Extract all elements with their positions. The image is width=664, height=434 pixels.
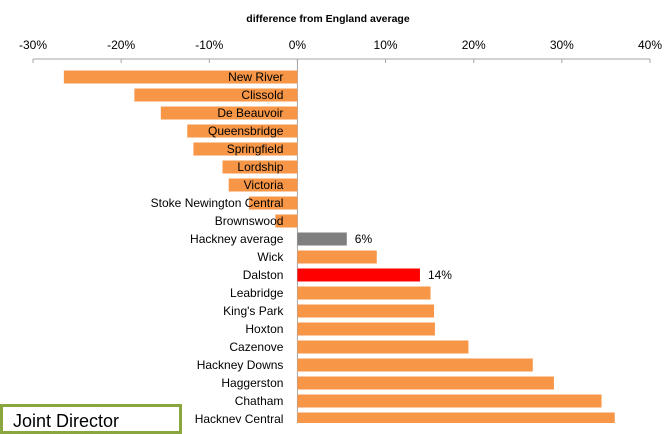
category-label: Queensbridge bbox=[208, 124, 284, 138]
callout-text: Joint Director bbox=[13, 411, 120, 431]
bar-stoke-newington-central bbox=[248, 196, 298, 210]
category-labels: New River Clissold De Beauvoir Queensbridge… bbox=[151, 70, 453, 423]
category-label: Brownswood bbox=[215, 214, 284, 228]
bar-hackney-average bbox=[297, 232, 347, 246]
x-tick-label: -20% bbox=[107, 38, 135, 52]
bar-queensbridge bbox=[187, 124, 298, 138]
bar-chatham bbox=[297, 394, 602, 408]
bar-de-beauvoir bbox=[160, 106, 298, 120]
x-tick-label: 30% bbox=[550, 38, 574, 52]
bar-chart: difference from England average -30% -20%… bbox=[19, 13, 662, 423]
bar-hackney-downs bbox=[297, 358, 533, 372]
bars bbox=[63, 70, 615, 423]
bar-lordship bbox=[222, 160, 298, 174]
category-label: Hoxton bbox=[245, 322, 283, 336]
category-label: Wick bbox=[257, 250, 284, 264]
category-label: Clissold bbox=[241, 88, 283, 102]
category-label: Hackney Downs bbox=[197, 358, 284, 372]
bar-hoxton bbox=[297, 322, 435, 336]
category-label: Lordship bbox=[237, 160, 283, 174]
x-tick-label: 40% bbox=[638, 38, 662, 52]
x-tick-label: 20% bbox=[462, 38, 486, 52]
joint-director-callout: Joint Director bbox=[0, 404, 182, 434]
bar-leabridge bbox=[297, 286, 431, 300]
category-label: Chatham bbox=[235, 394, 284, 408]
bar-haggerston bbox=[297, 376, 554, 390]
bar-hackney-central bbox=[297, 412, 615, 423]
bar-brownswood bbox=[275, 214, 298, 228]
category-label: Springfield bbox=[227, 142, 284, 156]
category-label: Dalston bbox=[243, 268, 284, 282]
category-label: New River bbox=[228, 70, 283, 84]
x-tick-label: 0% bbox=[289, 38, 307, 52]
chart-title: difference from England average bbox=[246, 13, 410, 25]
x-tick-label: 10% bbox=[374, 38, 398, 52]
bar-new-river bbox=[63, 70, 298, 84]
x-tick-label: -10% bbox=[195, 38, 223, 52]
category-label: Haggerston bbox=[221, 376, 283, 390]
bar-clissold bbox=[134, 88, 298, 102]
category-label: Victoria bbox=[244, 178, 284, 192]
category-label: Hackney Central bbox=[195, 412, 284, 423]
bar-victoria bbox=[228, 178, 298, 192]
bar-king-s-park bbox=[297, 304, 435, 318]
x-tick-label: -30% bbox=[19, 38, 47, 52]
category-label: Stoke Newington Central bbox=[151, 196, 284, 210]
x-axis: -30% -20% -10% 0% 10% 20% 30% 40% bbox=[19, 38, 662, 423]
category-label: Hackney average bbox=[190, 232, 284, 246]
category-label: De Beauvoir bbox=[217, 106, 283, 120]
bar-cazenove bbox=[297, 340, 469, 354]
category-label: Leabridge bbox=[230, 286, 284, 300]
bar-wick bbox=[297, 250, 377, 264]
data-label: 14% bbox=[428, 268, 452, 282]
bar-dalston bbox=[297, 268, 420, 282]
category-label: King's Park bbox=[223, 304, 284, 318]
category-label: Cazenove bbox=[229, 340, 283, 354]
bar-springfield bbox=[193, 142, 298, 156]
data-label: 6% bbox=[355, 232, 373, 246]
